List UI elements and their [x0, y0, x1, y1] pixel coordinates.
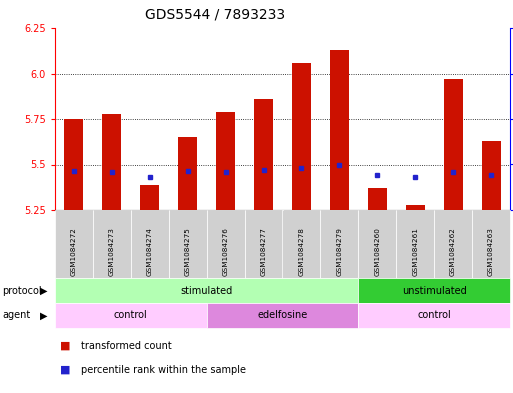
Text: GSM1084263: GSM1084263	[488, 227, 494, 276]
Text: GSM1084272: GSM1084272	[71, 227, 77, 276]
Bar	[330, 50, 349, 210]
Bar	[406, 204, 425, 210]
Text: unstimulated: unstimulated	[402, 285, 466, 296]
Bar	[103, 114, 122, 210]
Bar	[216, 112, 235, 210]
Text: control: control	[114, 310, 148, 321]
Text: GSM1084261: GSM1084261	[412, 227, 418, 276]
Text: GSM1084276: GSM1084276	[223, 227, 229, 276]
Text: transformed count: transformed count	[81, 341, 171, 351]
Text: ▶: ▶	[40, 310, 47, 321]
Text: GDS5544 / 7893233: GDS5544 / 7893233	[145, 7, 286, 21]
Text: GSM1084262: GSM1084262	[450, 227, 456, 276]
Text: edelfosine: edelfosine	[258, 310, 308, 321]
Text: GSM1084260: GSM1084260	[374, 227, 380, 276]
Text: ▶: ▶	[40, 285, 47, 296]
Text: ■: ■	[60, 341, 71, 351]
Text: GSM1084279: GSM1084279	[337, 227, 342, 276]
Text: agent: agent	[3, 310, 31, 321]
Bar	[141, 185, 159, 210]
Bar	[178, 137, 197, 210]
Text: GSM1084274: GSM1084274	[147, 227, 153, 276]
Text: stimulated: stimulated	[181, 285, 233, 296]
Text: protocol: protocol	[3, 285, 42, 296]
Bar	[254, 99, 273, 210]
Bar	[65, 119, 84, 210]
Bar	[368, 188, 387, 210]
Bar	[444, 79, 463, 210]
Text: GSM1084277: GSM1084277	[261, 227, 267, 276]
Text: GSM1084278: GSM1084278	[299, 227, 304, 276]
Text: GSM1084273: GSM1084273	[109, 227, 115, 276]
Text: control: control	[417, 310, 451, 321]
Text: percentile rank within the sample: percentile rank within the sample	[81, 365, 246, 375]
Text: ■: ■	[60, 365, 71, 375]
Bar	[482, 141, 501, 210]
Text: GSM1084275: GSM1084275	[185, 227, 191, 276]
Bar	[292, 62, 311, 210]
